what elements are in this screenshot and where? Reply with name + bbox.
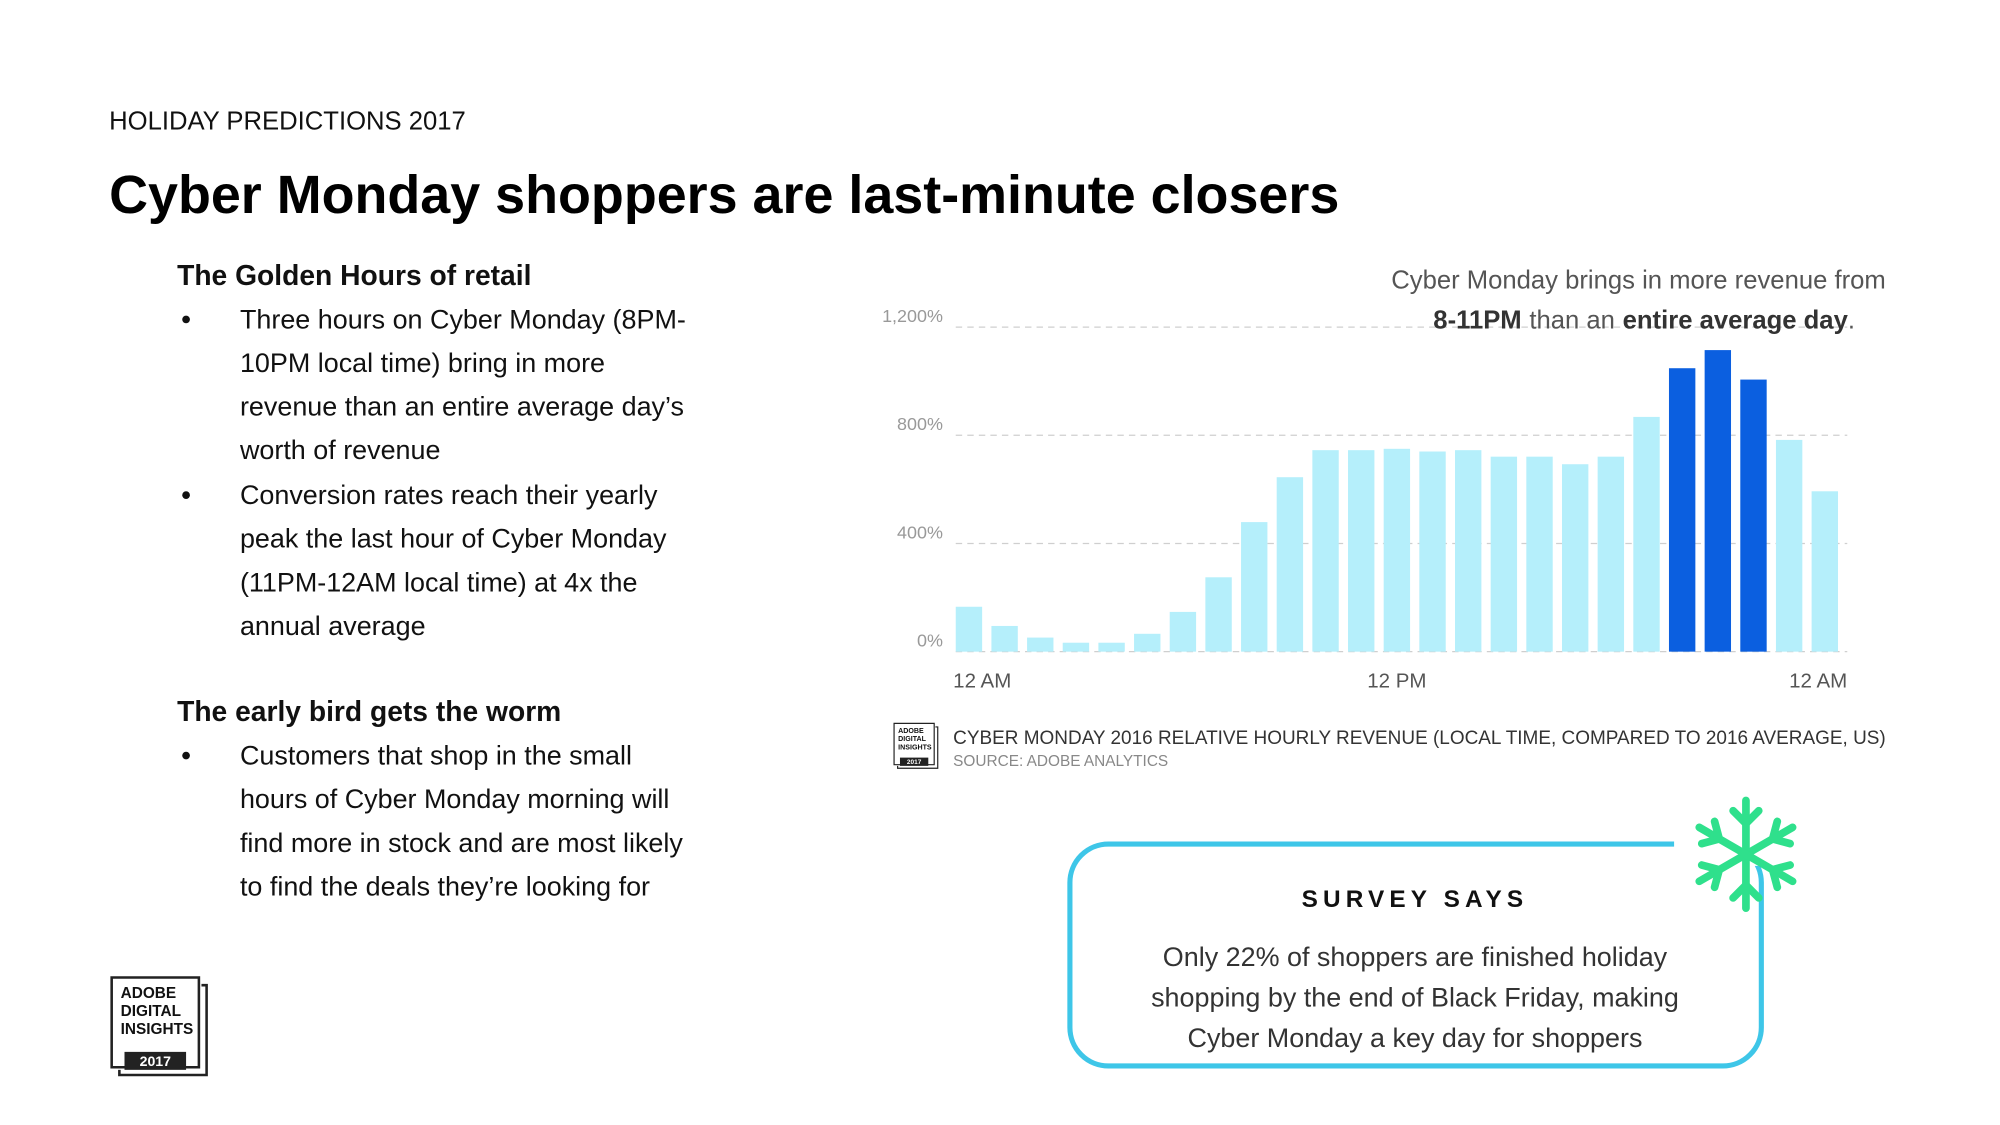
survey-text: Cyber Monday a key day for shoppers bbox=[1188, 1023, 1643, 1053]
bar bbox=[1704, 350, 1732, 652]
logo-text: DIGITAL bbox=[898, 735, 926, 743]
logo-band bbox=[899, 757, 929, 766]
bar bbox=[1561, 464, 1589, 652]
logo-frame bbox=[110, 976, 201, 1069]
logo-text: ADOBE bbox=[121, 985, 177, 1002]
logo-year: 2017 bbox=[907, 759, 922, 766]
bar bbox=[1062, 642, 1090, 652]
x-tick-label: 12 AM bbox=[1789, 670, 1847, 693]
bar bbox=[1348, 450, 1375, 652]
bullet-text: find more in stock and are most likely bbox=[240, 828, 683, 858]
logo-year: 2017 bbox=[140, 1053, 172, 1069]
annotation: 8-11PM than an entire average day. bbox=[1433, 306, 1855, 334]
title: Cyber Monday shoppers are last-minute cl… bbox=[109, 165, 1339, 225]
y-tick-label: 1,200% bbox=[882, 306, 943, 326]
x-tick-label: 12 PM bbox=[1367, 670, 1426, 693]
bar bbox=[955, 606, 983, 652]
bullet-text: 10PM local time) bring in more bbox=[240, 348, 605, 378]
y-tick-label: 400% bbox=[897, 522, 943, 542]
snowflake bbox=[1695, 796, 1797, 913]
bar bbox=[1526, 456, 1553, 652]
bullet-text: peak the last hour of Cyber Monday bbox=[240, 524, 667, 554]
bar bbox=[1811, 491, 1839, 652]
bar bbox=[1597, 456, 1625, 652]
bar bbox=[1383, 448, 1411, 652]
annotation-part: than an bbox=[1529, 306, 1615, 334]
bullet-text: annual average bbox=[240, 611, 426, 641]
bullet-dot bbox=[182, 491, 190, 500]
bar bbox=[1241, 522, 1268, 652]
bullet-text: to find the deals they’re looking for bbox=[240, 871, 650, 901]
bar bbox=[1312, 450, 1339, 652]
eyebrow: HOLIDAY PREDICTIONS 2017 bbox=[109, 108, 466, 136]
bullet-text: Three hours on Cyber Monday (8PM- bbox=[240, 304, 686, 334]
bullet-dot bbox=[182, 751, 190, 760]
annotation-part: entire average day bbox=[1623, 306, 1849, 334]
bar bbox=[991, 625, 1018, 652]
bar bbox=[1027, 637, 1054, 652]
x-tick-label: 12 AM bbox=[953, 670, 1011, 693]
annotation-part: 8-11PM bbox=[1433, 306, 1521, 334]
annotation-part: . bbox=[1848, 306, 1855, 334]
bar bbox=[1098, 642, 1125, 652]
bullet-text: hours of Cyber Monday morning will bbox=[240, 784, 669, 814]
bar bbox=[1455, 450, 1482, 652]
logo-shadow bbox=[118, 983, 208, 1077]
bullet-text: Conversion rates reach their yearly bbox=[240, 480, 658, 510]
bar bbox=[1490, 456, 1518, 652]
logo-text: DIGITAL bbox=[121, 1003, 181, 1020]
survey-text: Only 22% of shoppers are finished holida… bbox=[1163, 942, 1668, 972]
bar bbox=[1633, 416, 1660, 652]
bar bbox=[1740, 379, 1767, 652]
y-tick-label: 800% bbox=[897, 414, 943, 434]
bar bbox=[1169, 611, 1197, 652]
annotation: Cyber Monday brings in more revenue from bbox=[1391, 267, 1886, 295]
logo-frame bbox=[893, 722, 935, 766]
survey-heading: SURVEY SAYS bbox=[1302, 886, 1529, 913]
caption: CYBER MONDAY 2016 RELATIVE HOURLY REVENU… bbox=[953, 728, 1886, 749]
section-heading: The early bird gets the worm bbox=[177, 695, 561, 727]
bullet-text: (11PM-12AM local time) at 4x the bbox=[240, 567, 638, 597]
logo-text: INSIGHTS bbox=[898, 743, 932, 751]
logo-shadow bbox=[897, 726, 939, 769]
logo-text: ADOBE bbox=[898, 727, 924, 735]
bullet-text: worth of revenue bbox=[239, 435, 441, 465]
survey-text: shopping by the end of Black Friday, mak… bbox=[1151, 982, 1679, 1012]
logo-text: INSIGHTS bbox=[121, 1021, 194, 1038]
bullet-text: Customers that shop in the small bbox=[240, 741, 632, 771]
bullet-dot bbox=[182, 315, 190, 324]
bullet-text: revenue than an entire average day’s bbox=[240, 392, 684, 422]
y-tick-label: 0% bbox=[917, 631, 943, 651]
bar bbox=[1419, 451, 1446, 652]
bar bbox=[1276, 477, 1304, 652]
bar bbox=[1134, 633, 1161, 652]
survey-box bbox=[1067, 841, 1764, 1069]
bar bbox=[1205, 577, 1232, 652]
bar bbox=[1668, 368, 1696, 652]
logo-band bbox=[124, 1051, 187, 1070]
section-heading: The Golden Hours of retail bbox=[177, 259, 531, 291]
bar bbox=[1775, 439, 1803, 652]
source: SOURCE: ADOBE ANALYTICS bbox=[953, 753, 1168, 770]
